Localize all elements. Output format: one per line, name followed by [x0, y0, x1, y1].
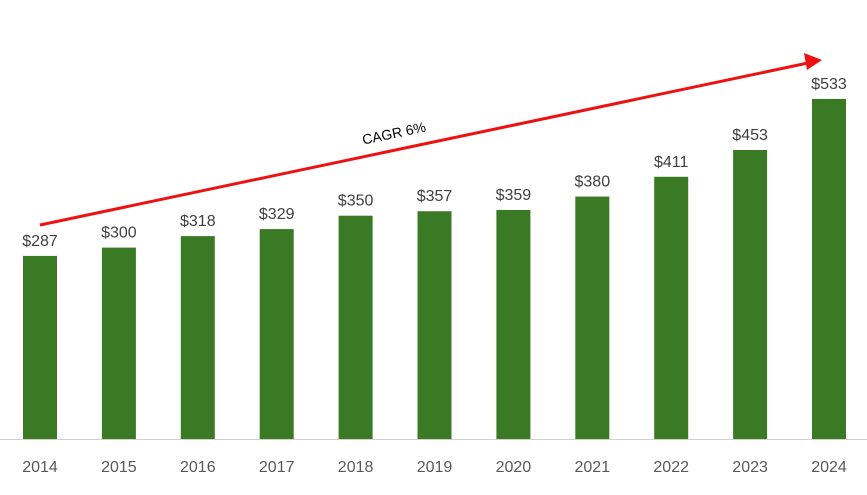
bar-2020 — [496, 209, 531, 439]
bar-2018 — [338, 215, 373, 439]
data-label: $287 — [22, 233, 58, 250]
data-label: $318 — [180, 213, 216, 230]
bar-2014 — [23, 255, 57, 439]
data-label: $411 — [654, 154, 689, 171]
bar-2017 — [259, 229, 294, 439]
data-label: $533 — [811, 76, 847, 93]
x-tick-label: 2015 — [101, 459, 137, 476]
data-label: $300 — [101, 225, 137, 242]
x-tick-label: 2016 — [180, 459, 216, 476]
cagr-trend-arrow — [39, 61, 809, 227]
bar-2024 — [812, 98, 846, 440]
x-tick-label: 2024 — [811, 459, 847, 476]
data-label: $357 — [417, 188, 453, 205]
bar-2016 — [180, 236, 215, 439]
data-label: $380 — [575, 174, 611, 191]
data-label: $350 — [338, 193, 374, 210]
arrowhead-icon — [804, 53, 822, 70]
x-tick-label: 2019 — [417, 459, 453, 476]
bar-2015 — [101, 247, 136, 439]
data-label: $359 — [496, 187, 532, 204]
x-tick-label: 2014 — [22, 459, 58, 476]
x-tick-label: 2022 — [653, 459, 689, 476]
bar-2021 — [575, 196, 610, 439]
x-tick-label: 2023 — [732, 459, 768, 476]
x-tick-label: 2018 — [338, 459, 374, 476]
data-label: $329 — [259, 206, 295, 223]
x-tick-label: 2020 — [496, 459, 532, 476]
data-label: $453 — [732, 127, 768, 144]
x-tick-label: 2021 — [575, 459, 611, 476]
bar-2023 — [733, 149, 768, 439]
bar-2019 — [417, 211, 452, 439]
x-tick-label: 2017 — [259, 459, 295, 476]
cagr-annotation: CAGR 6% — [361, 119, 427, 148]
bar-2022 — [654, 176, 689, 440]
